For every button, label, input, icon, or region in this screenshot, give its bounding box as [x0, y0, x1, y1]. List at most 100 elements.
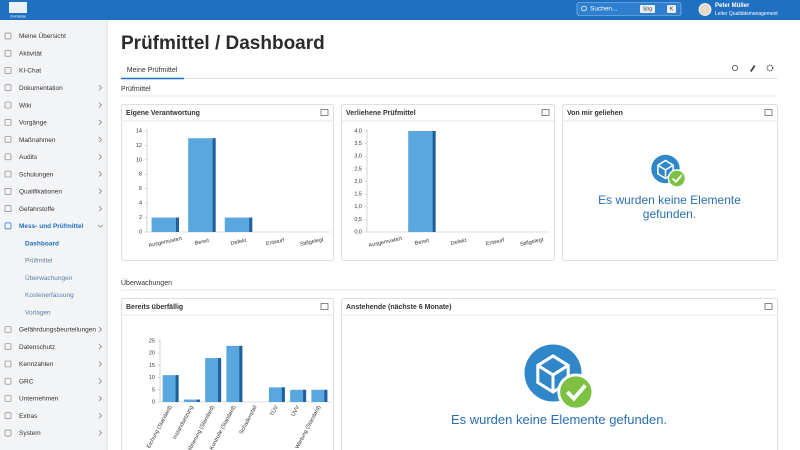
bar: [183, 399, 200, 402]
y-tick-label: 20: [149, 351, 155, 357]
table-view-button[interactable]: [320, 303, 329, 310]
table-view-button[interactable]: [764, 109, 773, 116]
key-label: K: [670, 7, 674, 13]
bar-edge: [432, 131, 436, 232]
bar: [205, 358, 222, 402]
nav-item[interactable]: Schulungen: [19, 171, 54, 178]
nav-subitem[interactable]: Prüfmittel: [25, 258, 53, 265]
widget: [341, 104, 555, 261]
nav-item[interactable]: Meine Übersicht: [19, 32, 66, 40]
y-tick-label: 14: [136, 128, 142, 134]
nav-item[interactable]: GRC: [19, 378, 34, 385]
empty-icon-check: [671, 174, 683, 184]
key: [640, 5, 655, 13]
nav-icon: [4, 360, 12, 368]
nav-subitem[interactable]: Kostenerfassung: [25, 292, 74, 299]
chevron: [98, 395, 103, 402]
nav-icon: [4, 118, 12, 126]
nav-item[interactable]: Vorgänge: [19, 120, 47, 127]
bar: [226, 345, 243, 402]
bar: [408, 131, 436, 232]
bar-edge: [249, 217, 253, 232]
section-title: Prüfmittel: [121, 86, 151, 93]
empty-icon-cube: [657, 159, 674, 180]
nav-item[interactable]: Mess- und Prüfmittel: [19, 223, 83, 230]
bar-edge: [303, 389, 307, 402]
nav-item[interactable]: System: [19, 430, 41, 437]
nav-item[interactable]: Unternehmen: [19, 396, 59, 403]
y-tick-label: 3,0: [354, 154, 362, 160]
bar: [188, 138, 216, 232]
search-icon: [581, 5, 587, 12]
bar-edge: [175, 375, 179, 402]
y-tick-label: 4,0: [354, 128, 362, 134]
nav-icon: [4, 136, 12, 143]
table-view-button[interactable]: [541, 109, 550, 116]
y-tick-label: 5: [152, 387, 155, 393]
y-tick-label: 25: [149, 338, 155, 344]
nav-item[interactable]: Maßnahmen: [19, 137, 56, 144]
chevron: [98, 136, 103, 143]
nav-item[interactable]: Qualifikationen: [19, 189, 62, 196]
x-tick-label: Stillgelegt: [520, 237, 545, 248]
logo[interactable]: [9, 2, 27, 13]
chevron: [98, 412, 103, 419]
chevron: [98, 154, 103, 160]
widget-title: Eigene Verantwortung: [126, 110, 200, 117]
widget-title: Bereits überfällig: [126, 304, 183, 311]
chevron: [98, 171, 103, 177]
nav-item[interactable]: Aktivität: [19, 50, 42, 57]
widget-title: Verliehene Prüfmittel: [346, 110, 416, 117]
nav-icon: [4, 49, 12, 57]
search-placeholder: Suchen...: [590, 6, 618, 13]
bar-edge: [324, 389, 328, 402]
chevron: [98, 102, 103, 108]
bar: [311, 389, 328, 402]
tab[interactable]: Meine Prüfmittel: [127, 67, 178, 74]
y-tick-label: 10: [149, 375, 155, 381]
y-tick-label: 1,5: [354, 192, 362, 198]
nav-item[interactable]: Datenschutz: [19, 344, 55, 351]
y-tick-label: 1,0: [354, 204, 362, 210]
nav-item[interactable]: Wiki: [19, 102, 31, 109]
logo-text: ConSense: [10, 14, 26, 18]
edit-button[interactable]: [750, 65, 756, 72]
nav-item[interactable]: Audits: [19, 154, 38, 161]
bar: [151, 217, 180, 232]
y-tick-label: 4: [139, 201, 142, 207]
nav-item[interactable]: Extras: [19, 413, 38, 420]
empty-icon-check-bg: [557, 373, 595, 411]
table-view-button[interactable]: [764, 303, 773, 310]
nav-subitem[interactable]: Dashboard: [25, 240, 59, 247]
nav-item[interactable]: Kennzahlen: [19, 361, 54, 368]
settings-button[interactable]: [766, 64, 774, 72]
empty-message: Es wurden keine Elemente gefunden.: [598, 193, 741, 222]
x-tick-label: TÜV: [269, 404, 281, 417]
x-tick-label: Entwurf: [265, 237, 285, 247]
bar-edge: [212, 138, 216, 232]
nav-subitem[interactable]: Überwachungen: [25, 274, 73, 282]
nav-item[interactable]: Dokumentation: [19, 85, 63, 92]
nav-item[interactable]: Gefährdungsbeurteilungen: [19, 327, 96, 334]
y-tick-label: 0: [152, 399, 155, 405]
y-tick-label: 3,5: [354, 141, 362, 147]
avatar[interactable]: [698, 3, 712, 16]
bar-edge: [239, 345, 243, 402]
search-box[interactable]: [576, 2, 682, 16]
chevron: [98, 361, 103, 367]
key: [667, 5, 676, 13]
table-view-button[interactable]: [320, 109, 329, 116]
empty-message: Es wurden keine Elemente gefunden.: [450, 412, 668, 427]
bar: [162, 375, 179, 402]
y-tick-label: 2,0: [354, 179, 362, 185]
nav-subitem[interactable]: Vorlagen: [25, 309, 51, 316]
refresh-button[interactable]: [732, 65, 739, 72]
chevron: [98, 378, 103, 384]
bar-edge: [176, 217, 180, 232]
chevron: [98, 430, 103, 436]
nav-item[interactable]: Gefahrstoffe: [19, 206, 55, 213]
section-title: Überwachungen: [121, 279, 172, 287]
nav-item[interactable]: KI-Chat: [19, 68, 41, 75]
chevron: [97, 224, 104, 228]
chevron: [98, 205, 103, 212]
